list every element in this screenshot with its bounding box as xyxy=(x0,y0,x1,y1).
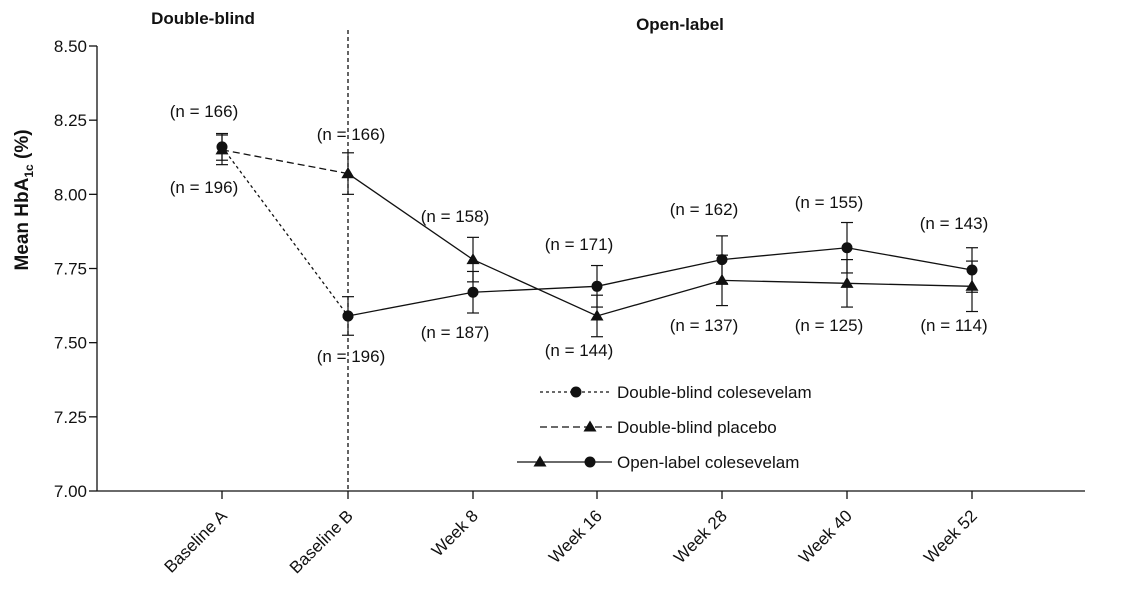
legend-label-double-blind-placebo: Double-blind placebo xyxy=(617,418,777,437)
series-line-open-label-colesevelam-circle xyxy=(347,247,973,317)
data-point-circle xyxy=(966,264,978,276)
n-label-lower-week-16: (n = 144) xyxy=(545,341,614,360)
series-line-double-blind-colesevelam-circle xyxy=(221,146,349,317)
legend-item-double-blind-placebo: Double-blind placebo xyxy=(540,418,777,437)
data-point-circle xyxy=(716,254,728,266)
data-point-triangle xyxy=(840,276,854,288)
x-ticks: Baseline A Baseline B Week 8 Week 16 Week 28… xyxy=(161,491,981,577)
data-point-circle xyxy=(467,286,479,298)
series-markers xyxy=(215,141,979,322)
data-point-triangle xyxy=(590,309,604,321)
x-tick-label-week-28: Week 28 xyxy=(670,506,731,567)
phase-label-double-blind: Double-blind xyxy=(151,9,255,28)
x-tick-label-baseline-b: Baseline B xyxy=(286,506,357,577)
n-label-lower-baseline-b: (n = 196) xyxy=(317,347,386,366)
n-label-lower-week-28: (n = 137) xyxy=(670,316,739,335)
series-line-double-blind-placebo-triangle xyxy=(221,149,349,175)
y-tick-label: 8.50 xyxy=(54,37,87,56)
series-lines xyxy=(221,146,973,317)
legend-item-double-blind-colesevelam: Double-blind colesevelam xyxy=(540,383,812,402)
y-tick-label: 8.25 xyxy=(54,111,87,130)
n-label-lower-week-52: (n = 114) xyxy=(920,316,987,335)
y-axis-label-sub: 1c xyxy=(22,164,36,178)
legend-circle-marker xyxy=(584,456,596,468)
x-tick-label-week-8: Week 8 xyxy=(428,506,482,560)
legend-triangle-marker xyxy=(533,455,547,467)
x-tick-label-week-16: Week 16 xyxy=(545,506,606,567)
y-tick-label: 8.00 xyxy=(54,185,87,204)
legend-label-open-label-colesevelam: Open-label colesevelam xyxy=(617,453,799,472)
y-tick-label: 7.25 xyxy=(54,408,87,427)
x-tick-label-week-52: Week 52 xyxy=(920,506,981,567)
y-tick-label: 7.00 xyxy=(54,482,87,501)
y-tick-label: 7.75 xyxy=(54,260,87,279)
n-label-lower-baseline-a: (n = 196) xyxy=(170,178,239,197)
series-line-open-label-colesevelam-triangle xyxy=(347,173,973,317)
n-label-upper-baseline-a: (n = 166) xyxy=(170,102,239,121)
data-point-circle xyxy=(342,310,354,322)
y-axis-label-suffix: (%) xyxy=(12,129,33,164)
phase-label-open-label: Open-label xyxy=(636,15,724,34)
data-point-triangle xyxy=(341,167,355,179)
data-point-triangle xyxy=(965,279,979,291)
sample-size-labels: (n = 166) (n = 196) (n = 166) (n = 196) (n =… xyxy=(170,102,989,366)
n-label-upper-week-8: (n = 158) xyxy=(421,207,490,226)
x-tick-label-baseline-a: Baseline A xyxy=(161,506,232,577)
y-axis-label-main: Mean HbA xyxy=(12,177,33,270)
y-tick-label: 7.50 xyxy=(54,334,87,353)
data-point-triangle xyxy=(215,143,229,155)
legend-item-open-label-colesevelam: Open-label colesevelam xyxy=(517,453,799,472)
legend: Double-blind colesevelam Double-blind pl… xyxy=(517,383,812,472)
n-label-upper-week-40: (n = 155) xyxy=(795,193,864,212)
data-point-circle xyxy=(591,280,603,292)
legend-label-double-blind-colesevelam: Double-blind colesevelam xyxy=(617,383,812,402)
data-point-circle xyxy=(841,242,853,254)
legend-triangle-marker xyxy=(583,420,597,432)
y-axis-label: Mean HbA1c (%) xyxy=(12,129,36,270)
n-label-upper-week-16: (n = 171) xyxy=(545,235,614,254)
legend-circle-marker xyxy=(570,386,582,398)
n-label-upper-week-52: (n = 143) xyxy=(920,214,989,233)
n-label-upper-baseline-b: (n = 166) xyxy=(317,125,386,144)
data-point-triangle xyxy=(715,273,729,285)
n-label-lower-week-8: (n = 187) xyxy=(421,323,490,342)
data-point-triangle xyxy=(466,253,480,265)
n-label-upper-week-28: (n = 162) xyxy=(670,200,739,219)
n-label-lower-week-40: (n = 125) xyxy=(795,316,864,335)
y-ticks: 7.00 7.25 7.50 7.75 8.00 8.25 8.50 xyxy=(54,37,97,501)
x-tick-label-week-40: Week 40 xyxy=(795,506,856,567)
